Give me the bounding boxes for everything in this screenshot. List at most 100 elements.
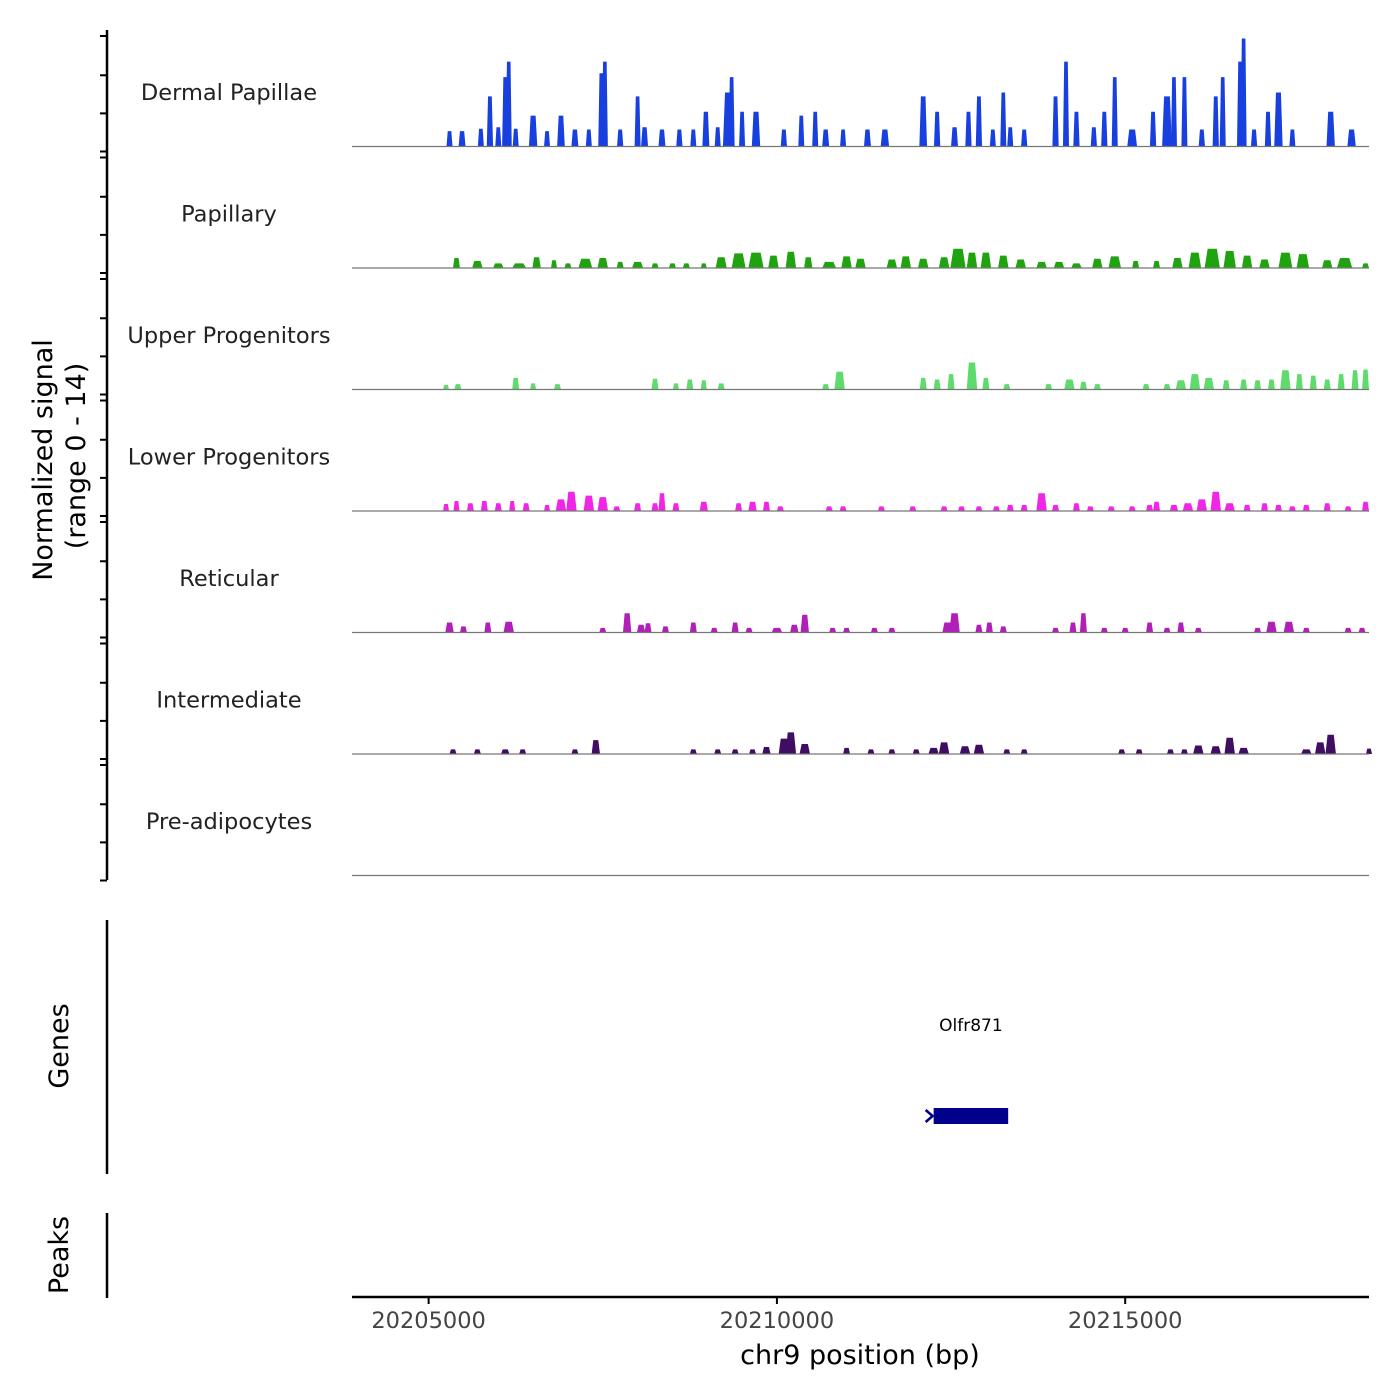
- signal-peak: [644, 623, 652, 633]
- signal-peak: [762, 747, 771, 754]
- signal-peak: [888, 627, 896, 633]
- signal-peak: [1264, 111, 1272, 147]
- signal-peak: [1344, 627, 1352, 633]
- signal-peak: [1166, 749, 1174, 754]
- signal-peak: [661, 626, 669, 633]
- signal-peak: [768, 255, 779, 268]
- signal-peak: [466, 503, 474, 511]
- signal-peak: [1189, 374, 1201, 390]
- signal-peak: [863, 129, 871, 147]
- signal-peak: [839, 506, 847, 511]
- signal-peak: [973, 744, 985, 754]
- signal-peak: [959, 746, 971, 754]
- signal-peak: [985, 622, 993, 633]
- signal-peak: [999, 626, 1007, 633]
- signal-peak: [557, 115, 565, 147]
- signal-peak: [800, 614, 809, 633]
- signal-peak: [1127, 129, 1138, 147]
- signal-peak: [1302, 627, 1310, 633]
- signal-peak: [532, 257, 541, 268]
- signal-peak: [1325, 734, 1336, 754]
- signal-peak: [1132, 261, 1140, 268]
- signal-peak: [1090, 127, 1097, 147]
- signal-peak: [1079, 613, 1087, 633]
- signal-peak: [1086, 506, 1094, 511]
- signal-peak: [1288, 506, 1296, 511]
- signal-peak: [1153, 501, 1161, 511]
- signal-peak: [785, 732, 797, 754]
- signal-peak: [530, 383, 537, 390]
- signal-peak: [900, 256, 912, 268]
- coverage-y-ticks: [100, 35, 107, 882]
- signal-peak: [1036, 261, 1047, 268]
- signal-peak: [980, 252, 992, 268]
- signal-peak: [1101, 111, 1108, 147]
- signal-peak: [1222, 380, 1230, 390]
- signal-peak: [690, 129, 697, 147]
- signal-peak: [505, 61, 512, 147]
- signal-peak: [528, 115, 538, 147]
- signal-peak: [480, 500, 488, 511]
- track-upper-progenitors: Upper Progenitors: [127, 323, 1369, 391]
- coverage-tracks: Dermal Papillae Papillary Upper Progenitor…: [127, 38, 1372, 877]
- signal-peak: [1153, 261, 1161, 268]
- signal-peak: [1071, 263, 1082, 268]
- signal-peak: [771, 627, 783, 633]
- signal-peak: [992, 506, 1000, 511]
- signal-peak: [714, 749, 722, 754]
- signal-peak: [583, 495, 595, 511]
- signal-peak: [1196, 499, 1208, 511]
- track-intermediate: Intermediate: [156, 688, 1372, 755]
- signal-peak: [1210, 746, 1221, 754]
- signal-peak: [1052, 627, 1060, 633]
- signal-peak: [636, 624, 646, 633]
- signal-peak: [617, 129, 624, 147]
- signal-peak: [1274, 92, 1283, 147]
- signal-peak: [1224, 737, 1235, 754]
- signal-peak: [880, 129, 890, 147]
- signal-peak: [840, 129, 847, 147]
- signal-peak: [551, 260, 558, 268]
- signal-peak: [933, 111, 941, 147]
- signal-peak: [1003, 749, 1011, 754]
- signal-peak: [1003, 384, 1011, 390]
- track-label: Upper Progenitors: [127, 323, 330, 349]
- signal-peak: [1238, 747, 1249, 754]
- signal-peak: [917, 258, 929, 268]
- signal-peak: [728, 77, 735, 147]
- signal-peak: [503, 621, 514, 633]
- signal-peak: [1177, 622, 1185, 633]
- signal-peak: [731, 749, 739, 754]
- signal-peak: [1015, 259, 1026, 268]
- signal-peak: [804, 257, 813, 268]
- signal-peak: [855, 258, 866, 268]
- signal-peak: [699, 501, 708, 511]
- signal-peak: [473, 749, 481, 754]
- track-papillary: Papillary: [181, 202, 1369, 269]
- signal-peak: [616, 261, 624, 268]
- signal-peak: [554, 384, 561, 390]
- signal-peak: [1121, 627, 1129, 633]
- signal-peak: [571, 129, 579, 147]
- signal-peak: [1175, 380, 1187, 390]
- signal-peak: [676, 129, 683, 147]
- track-pre-adipocytes: Pre-adipocytes: [146, 809, 1369, 877]
- signal-peak: [933, 379, 941, 390]
- signal-peak: [798, 115, 805, 147]
- signal-peak: [829, 627, 837, 633]
- signal-peak: [1188, 252, 1202, 268]
- signal-peak: [1172, 257, 1183, 268]
- signal-peak: [1362, 501, 1369, 511]
- signal-peak: [1347, 129, 1356, 147]
- signal-peak: [1212, 96, 1219, 147]
- gene-strand-arrow: [924, 1109, 935, 1123]
- signal-peak: [1052, 96, 1059, 147]
- signal-peak: [1366, 748, 1372, 754]
- signal-peak: [841, 256, 852, 268]
- signal-peak: [1180, 749, 1188, 754]
- signal-peak: [843, 747, 851, 754]
- signal-peak: [975, 96, 983, 147]
- signal-peak: [601, 61, 608, 147]
- signal-peak: [780, 129, 788, 147]
